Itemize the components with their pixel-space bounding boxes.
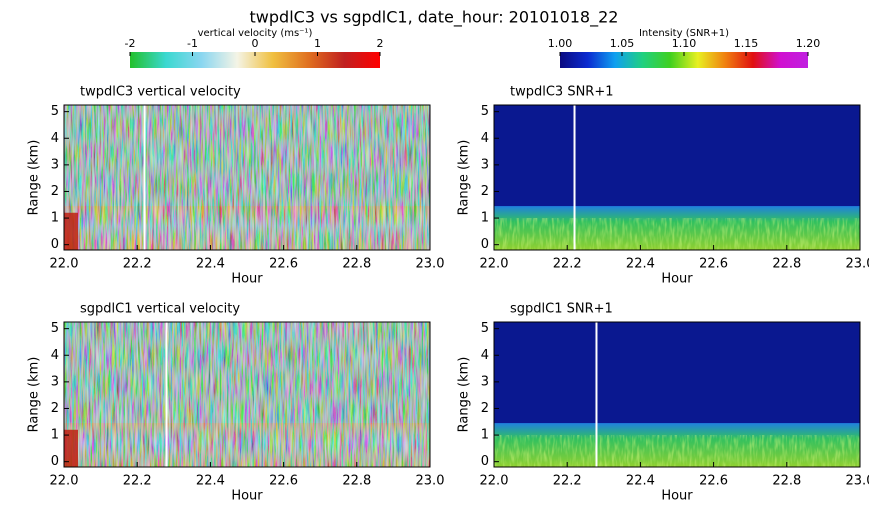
x-tick-label: 22.6 bbox=[269, 257, 298, 272]
heatmap-speckle bbox=[494, 218, 860, 250]
x-tick-label: 22.2 bbox=[553, 474, 582, 489]
x-tick-label: 23.0 bbox=[846, 257, 869, 272]
y-tick-label: 4 bbox=[481, 131, 489, 146]
x-axis-label: Hour bbox=[661, 489, 693, 504]
x-tick-label: 22.0 bbox=[480, 257, 509, 272]
heatmap-image bbox=[494, 105, 860, 250]
plot-frame bbox=[493, 104, 861, 251]
panel-title: twpdlC3 SNR+1 bbox=[510, 85, 614, 100]
heatmap-image bbox=[64, 322, 430, 467]
colorbar-tick-label: 1 bbox=[314, 37, 321, 50]
x-tick-label: 22.0 bbox=[50, 474, 79, 489]
x-axis-label: Hour bbox=[231, 489, 263, 504]
y-tick-label: 0 bbox=[51, 237, 59, 252]
panel-title: twpdlC3 vertical velocity bbox=[80, 85, 241, 100]
y-tick-label: 3 bbox=[481, 157, 489, 172]
heatmap-image bbox=[494, 322, 860, 467]
y-tick-label: 4 bbox=[51, 348, 59, 363]
y-tick-label: 3 bbox=[51, 374, 59, 389]
y-tick-label: 0 bbox=[51, 454, 59, 469]
x-tick-label: 22.4 bbox=[196, 474, 225, 489]
x-tick-label: 23.0 bbox=[416, 257, 445, 272]
x-tick-label: 22.4 bbox=[626, 257, 655, 272]
y-tick-label: 1 bbox=[481, 211, 489, 226]
colorbar-tick-label: -2 bbox=[125, 37, 136, 50]
x-tick-label: 22.0 bbox=[480, 474, 509, 489]
x-tick-label: 22.4 bbox=[626, 474, 655, 489]
y-tick-label: 5 bbox=[481, 104, 489, 119]
plot-frame bbox=[493, 321, 861, 468]
y-tick-label: 3 bbox=[481, 374, 489, 389]
y-tick-label: 1 bbox=[51, 211, 59, 226]
x-tick-label: 23.0 bbox=[416, 474, 445, 489]
x-tick-label: 22.6 bbox=[269, 474, 298, 489]
y-tick-label: 3 bbox=[51, 157, 59, 172]
heatmap-noise bbox=[64, 105, 430, 250]
x-tick-label: 23.0 bbox=[846, 474, 869, 489]
y-tick-label: 5 bbox=[51, 321, 59, 336]
colorbar-title: Intensity (SNR+1) bbox=[639, 28, 729, 39]
y-tick-label: 5 bbox=[51, 104, 59, 119]
colorbar-tick-label: 1.00 bbox=[548, 37, 573, 50]
heatmap-hot-corner bbox=[64, 212, 78, 250]
heatmap-image bbox=[64, 105, 430, 250]
x-tick-label: 22.6 bbox=[699, 474, 728, 489]
x-axis-label: Hour bbox=[661, 272, 693, 287]
plot-frame bbox=[63, 104, 431, 251]
colorbar-tick-label: 2 bbox=[377, 37, 384, 50]
y-tick-label: 2 bbox=[51, 184, 59, 199]
x-tick-label: 22.2 bbox=[123, 474, 152, 489]
y-tick-label: 4 bbox=[51, 131, 59, 146]
y-tick-label: 1 bbox=[481, 428, 489, 443]
colorbar-tick-label: 1.15 bbox=[734, 37, 759, 50]
heatmap-hot-corner bbox=[64, 429, 78, 467]
heatmap-noise bbox=[64, 322, 430, 467]
y-axis-label: Range (km) bbox=[457, 357, 472, 433]
heatmap-speckle bbox=[494, 435, 860, 467]
y-tick-label: 5 bbox=[481, 321, 489, 336]
colorbar-tick-label: -1 bbox=[187, 37, 198, 50]
y-axis-label: Range (km) bbox=[27, 357, 42, 433]
x-tick-label: 22.8 bbox=[342, 257, 371, 272]
y-tick-label: 2 bbox=[481, 401, 489, 416]
x-axis-label: Hour bbox=[231, 272, 263, 287]
figure-title: twpdlC3 vs sgpdlC1, date_hour: 20101018_… bbox=[250, 8, 619, 28]
y-tick-label: 0 bbox=[481, 237, 489, 252]
x-tick-label: 22.8 bbox=[772, 257, 801, 272]
colorbar-tick-label: 1.05 bbox=[610, 37, 635, 50]
y-tick-label: 2 bbox=[51, 401, 59, 416]
x-tick-label: 22.8 bbox=[342, 474, 371, 489]
x-tick-label: 22.2 bbox=[553, 257, 582, 272]
plot-frame bbox=[63, 321, 431, 468]
panel-title: sgpdlC1 vertical velocity bbox=[80, 302, 240, 317]
x-tick-label: 22.4 bbox=[196, 257, 225, 272]
colorbar-tick-label: 1.10 bbox=[672, 37, 697, 50]
x-tick-label: 22.6 bbox=[699, 257, 728, 272]
y-tick-label: 2 bbox=[481, 184, 489, 199]
x-tick-label: 22.0 bbox=[50, 257, 79, 272]
x-tick-label: 22.8 bbox=[772, 474, 801, 489]
colorbar-tick-label: 0 bbox=[252, 37, 259, 50]
y-axis-label: Range (km) bbox=[27, 140, 42, 216]
x-tick-label: 22.2 bbox=[123, 257, 152, 272]
y-tick-label: 0 bbox=[481, 454, 489, 469]
panel-title: sgpdlC1 SNR+1 bbox=[510, 302, 613, 317]
y-tick-label: 1 bbox=[51, 428, 59, 443]
colorbar-tick-label: 1.20 bbox=[796, 37, 821, 50]
y-axis-label: Range (km) bbox=[457, 140, 472, 216]
colorbar-title: vertical velocity (ms⁻¹) bbox=[198, 28, 313, 39]
y-tick-label: 4 bbox=[481, 348, 489, 363]
